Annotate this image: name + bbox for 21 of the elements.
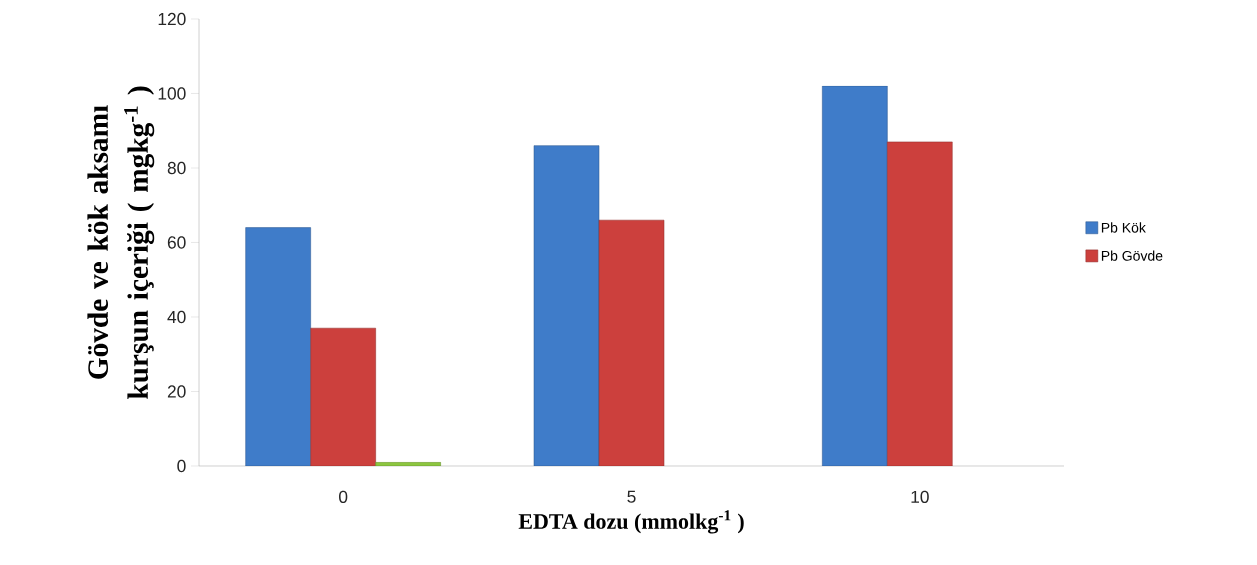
bar	[533, 145, 600, 466]
legend-label: Pb Gövde	[1101, 250, 1163, 261]
bar	[598, 219, 665, 466]
x-tick-label: 0	[339, 490, 348, 503]
x-tick-label: 10	[911, 490, 929, 503]
bar	[887, 141, 953, 466]
y-tick-label: 20	[167, 385, 186, 398]
y-tick-label: 100	[158, 87, 186, 100]
y-tick-label: 60	[167, 236, 186, 249]
y-axis-title: Gövde ve kök aksamı kurşun içeriği ( mgkg$^{-1}$ )	[87, 86, 155, 399]
legend-label: Pb Kök	[1101, 222, 1146, 233]
bar	[375, 462, 441, 466]
bar	[245, 227, 311, 466]
y-tick-label: 120	[158, 12, 186, 26]
y-tick-label: 40	[167, 310, 186, 324]
y-tick-label: 0	[177, 459, 186, 473]
y-tick-label: 80	[167, 161, 186, 175]
bar	[822, 85, 888, 466]
x-axis-title: EDTA dozu (mmolkg$^{-1}$ )	[518, 510, 744, 534]
x-tick-label: 5	[627, 490, 636, 503]
bar	[310, 327, 376, 466]
